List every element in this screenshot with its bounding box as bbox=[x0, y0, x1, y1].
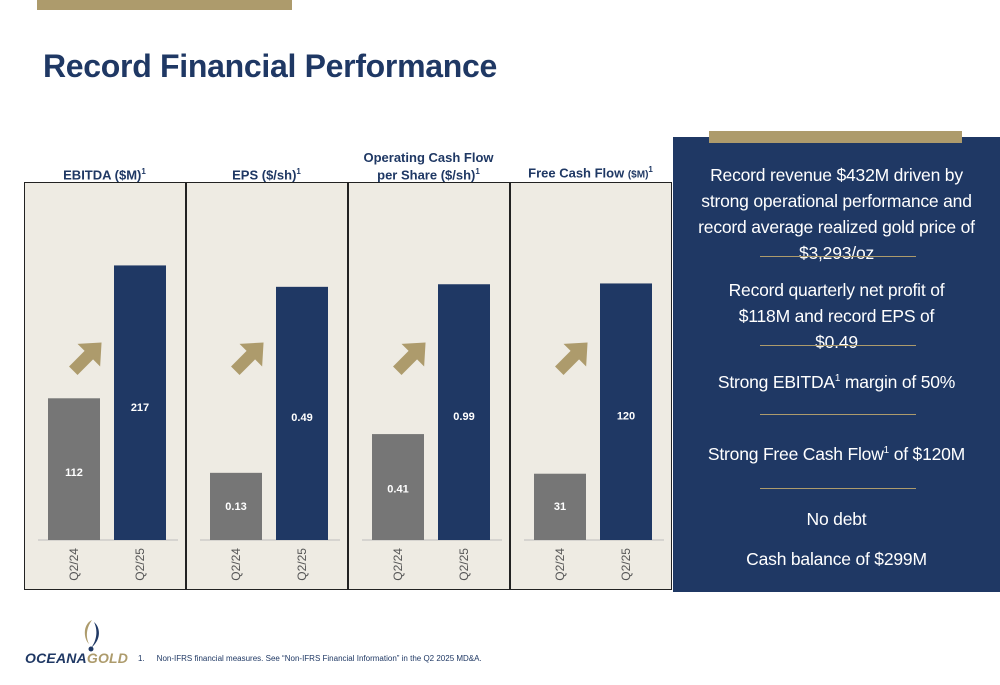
chart-header-fcf-unit: ($M) bbox=[627, 169, 649, 180]
highlight-ebitda-margin: Strong EBITDA1 margin of 50% bbox=[673, 366, 1000, 395]
highlight-no-debt: No debt bbox=[806, 509, 867, 529]
top-accent-bar bbox=[37, 0, 292, 10]
highlight-revenue: Record revenue $432M driven by strong op… bbox=[698, 165, 975, 263]
chart-header-fcf-text: Free Cash Flow bbox=[528, 165, 628, 180]
highlight-separator bbox=[760, 256, 916, 257]
bar-q2-24 bbox=[534, 473, 586, 540]
highlight-separator bbox=[760, 488, 916, 489]
x-tick-label: Q2/24 bbox=[391, 548, 405, 581]
highlight-separator bbox=[760, 414, 916, 415]
highlights-panel: Record revenue $432M driven by strong op… bbox=[673, 131, 1000, 592]
chart-divider bbox=[509, 182, 511, 590]
footnote: 1. Non-IFRS financial measures. See “Non-… bbox=[138, 654, 482, 663]
logo-word-gold: GOLD bbox=[86, 650, 129, 666]
bar-value-label: 31 bbox=[554, 501, 566, 513]
chart-header-eps: EPS ($/sh)1 bbox=[186, 146, 347, 182]
logo-word-oceana: OCEANA bbox=[25, 650, 87, 666]
footnote-ref: 1 bbox=[296, 166, 301, 176]
x-tick-label: Q2/24 bbox=[67, 548, 81, 581]
bar-q2-25 bbox=[438, 284, 490, 540]
bar-value-label: 120 bbox=[617, 410, 635, 422]
footnote-ref: 1 bbox=[141, 166, 146, 176]
footnote-ref: 1 bbox=[883, 445, 890, 456]
growth-arrow-icon bbox=[555, 342, 588, 375]
bar-q2-25 bbox=[114, 265, 166, 540]
footnote-number: 1. bbox=[138, 654, 145, 663]
bar-value-label: 0.99 bbox=[453, 411, 474, 423]
x-tick-label: Q2/24 bbox=[553, 548, 567, 581]
company-logo: OCEANAGOLD bbox=[25, 618, 145, 668]
footnote-ref: 1 bbox=[475, 166, 480, 176]
highlight-separator bbox=[760, 345, 916, 346]
bar-q2-24 bbox=[48, 398, 100, 540]
footnote-text: Non-IFRS financial measures. See “Non-IF… bbox=[156, 654, 482, 663]
bar-value-label: 0.49 bbox=[291, 412, 312, 424]
chart-header-eps-text: EPS ($/sh) bbox=[232, 167, 297, 182]
bar-value-label: 0.13 bbox=[225, 501, 246, 513]
x-tick-label: Q2/25 bbox=[295, 548, 309, 581]
panel-accent-bar bbox=[709, 131, 962, 143]
highlight-ebitda-text: Strong EBITDA bbox=[717, 371, 835, 392]
x-tick-label: Q2/25 bbox=[133, 548, 147, 581]
x-tick-label: Q2/25 bbox=[619, 548, 633, 581]
bar-value-label: 112 bbox=[65, 467, 83, 479]
growth-arrow-icon bbox=[69, 342, 102, 375]
bar-q2-25 bbox=[600, 283, 652, 540]
footnote-ref: 1 bbox=[834, 373, 841, 384]
bar-q2-24 bbox=[372, 434, 424, 540]
bar-q2-24 bbox=[210, 472, 262, 540]
chart-header-ocf-line2: per Share ($/sh) bbox=[377, 167, 476, 182]
chart-divider bbox=[185, 182, 187, 590]
x-tick-label: Q2/24 bbox=[229, 548, 243, 581]
highlight-free-cash-flow: Strong Free Cash Flow1 of $120M bbox=[673, 438, 1000, 467]
page-title: Record Financial Performance bbox=[43, 48, 497, 84]
highlight-net-profit: Record quarterly net profit of $118M and… bbox=[728, 280, 945, 352]
highlight-ebitda-value: margin of 50% bbox=[840, 371, 956, 392]
logo-wordmark: OCEANAGOLD bbox=[25, 650, 128, 666]
chart-header-ocf-line1: Operating Cash Flow bbox=[363, 149, 494, 165]
growth-arrow-icon bbox=[231, 342, 264, 375]
bar-q2-25 bbox=[276, 286, 328, 540]
footnote-ref: 1 bbox=[648, 164, 653, 174]
growth-arrow-icon bbox=[393, 342, 426, 375]
highlight-cash-balance: Cash balance of $299M bbox=[746, 549, 927, 569]
bar-value-label: 217 bbox=[131, 402, 149, 414]
chart-header-ebitda: EBITDA ($M)1 bbox=[24, 146, 185, 182]
highlight-fcf-value: of $120M bbox=[889, 443, 966, 464]
highlight-fcf-text: Strong Free Cash Flow bbox=[707, 443, 884, 464]
chart-header-fcf: Free Cash Flow ($M)1 bbox=[510, 146, 671, 182]
x-tick-label: Q2/25 bbox=[457, 548, 471, 581]
chart-divider bbox=[347, 182, 349, 590]
chart-header-ebitda-text: EBITDA ($M) bbox=[63, 167, 142, 182]
logo-mark-icon bbox=[84, 620, 99, 652]
bar-value-label: 0.41 bbox=[387, 483, 408, 495]
chart-header-ocf: Operating Cash Flow per Share ($/sh)1 bbox=[348, 146, 509, 182]
